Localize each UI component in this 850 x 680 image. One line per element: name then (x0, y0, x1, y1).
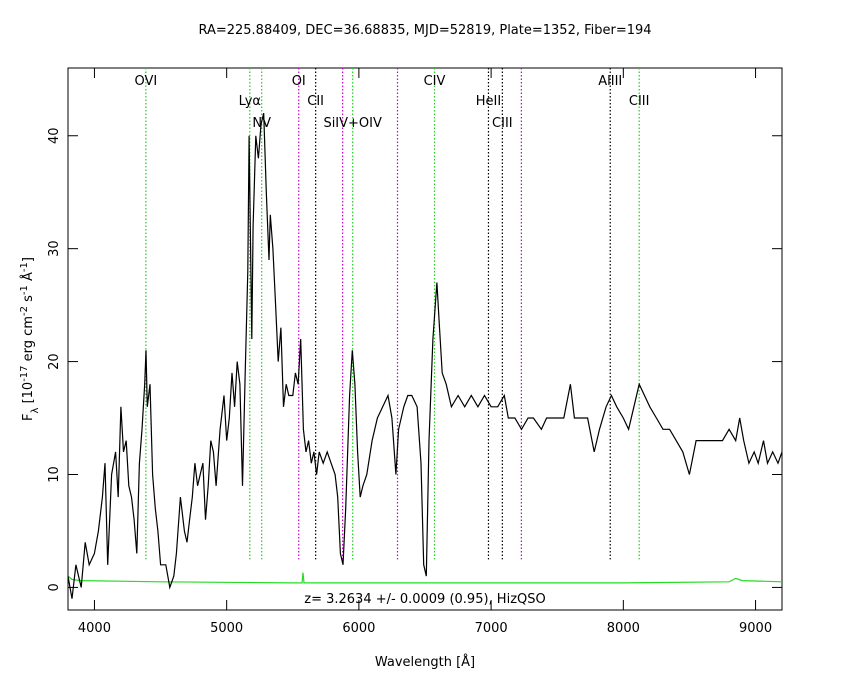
y-label-part: s (21, 295, 36, 306)
spectral-line-label: CIV (424, 74, 446, 89)
spectral-line-label: Lyα (239, 94, 261, 109)
spectral-line-label: HeII (476, 94, 501, 109)
spectral-line-label: CII (307, 94, 324, 109)
spectral-line-label: CIII (629, 94, 650, 109)
y-tick-label: 10 (47, 466, 62, 483)
y-label-part: Å (20, 272, 36, 285)
y-tick-label: 0 (47, 583, 62, 591)
spectrum-line (68, 113, 782, 599)
plot-frame (67, 67, 783, 611)
x-tick-label: 6000 (342, 621, 375, 636)
y-label-part: erg cm (21, 316, 36, 365)
y-tick-label: 40 (47, 127, 62, 144)
y-axis-label: Fλ [10-17 erg cm-2 s-1 Å-1] (19, 257, 41, 421)
y-label-part: -2 (19, 306, 30, 316)
y-tick-label: 30 (47, 240, 62, 257)
x-axis-label: Wavelength [Å] (375, 654, 475, 670)
x-tick-label: 9000 (739, 621, 772, 636)
spectral-line-label: CIII (492, 116, 513, 131)
y-label-part: ] (21, 257, 36, 262)
spectrum-line (68, 572, 782, 584)
x-tick-label: 7000 (475, 621, 508, 636)
annotation: z= 3.2634 +/- 0.0009 (0.95), HizQSO (304, 592, 545, 607)
y-label-part: F (21, 413, 36, 420)
spectral-line-label: OVI (135, 74, 158, 89)
y-tick-label: 20 (47, 353, 62, 370)
spectral-line-label: SiIV+OIV (323, 116, 382, 131)
y-label-part: -17 (19, 365, 30, 381)
y-label-part: -1 (19, 285, 30, 295)
x-tick-label: 5000 (210, 621, 243, 636)
y-label-part: [10 (21, 382, 36, 408)
y-label-part: λ (30, 407, 41, 413)
x-tick-label: 4000 (78, 621, 111, 636)
x-tick-label: 8000 (607, 621, 640, 636)
spectral-line-label: OI (292, 74, 306, 89)
spectral-line-label: AlIII (598, 74, 622, 89)
y-label-part: -1 (19, 262, 30, 272)
chart-title: RA=225.88409, DEC=36.68835, MJD=52819, P… (198, 23, 651, 38)
